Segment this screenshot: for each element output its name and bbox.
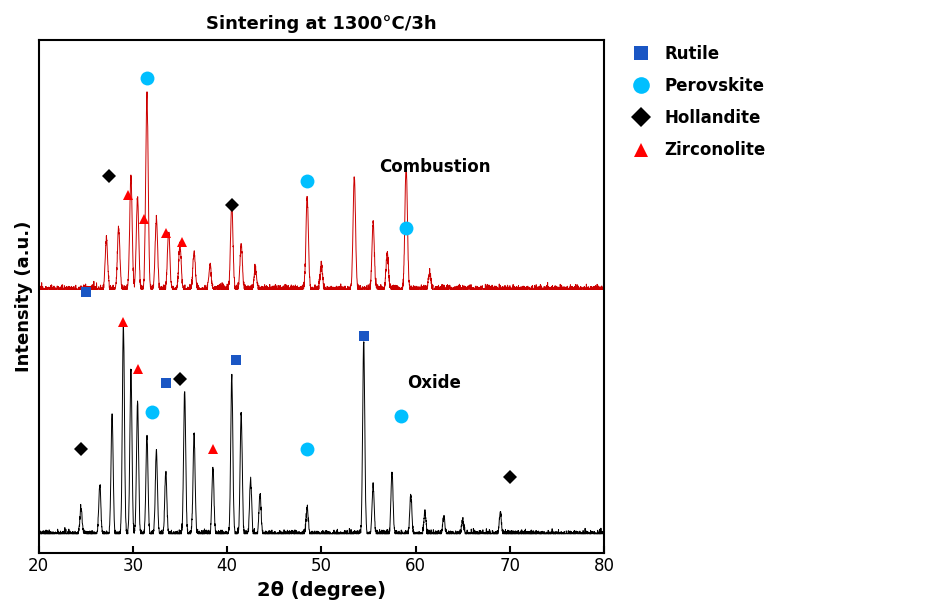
Title: Sintering at 1300°C/3h: Sintering at 1300°C/3h xyxy=(206,15,437,33)
Text: Combustion: Combustion xyxy=(378,158,490,176)
X-axis label: 2θ (degree): 2θ (degree) xyxy=(257,581,386,600)
Legend: Rutile, Perovskite, Hollandite, Zirconolite: Rutile, Perovskite, Hollandite, Zirconol… xyxy=(618,38,772,166)
Y-axis label: Intensity (a.u.): Intensity (a.u.) xyxy=(15,221,33,372)
Text: Oxide: Oxide xyxy=(407,375,461,392)
